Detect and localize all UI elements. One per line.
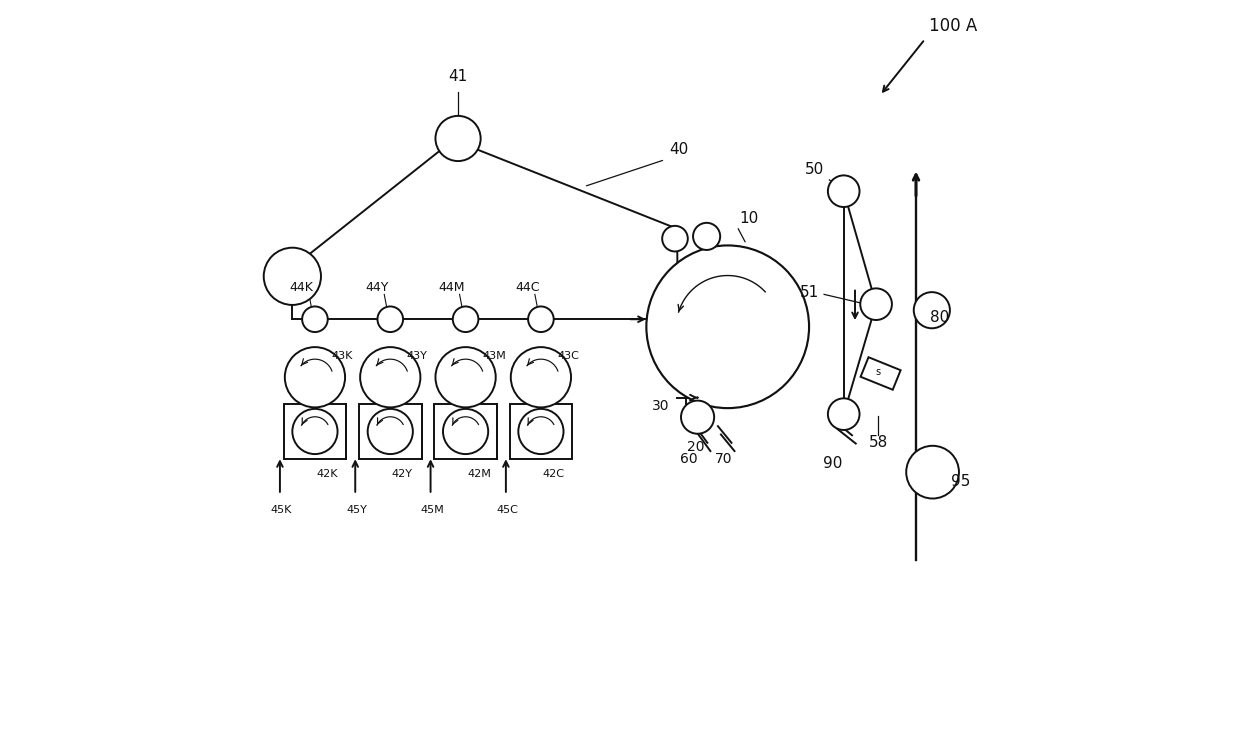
Text: 43C: 43C xyxy=(558,351,579,361)
Text: 45M: 45M xyxy=(420,505,444,516)
Circle shape xyxy=(453,306,479,332)
Text: 41: 41 xyxy=(449,70,467,84)
Circle shape xyxy=(528,306,554,332)
Text: 45Y: 45Y xyxy=(346,505,367,516)
Text: 43M: 43M xyxy=(482,351,506,361)
Text: 40: 40 xyxy=(668,142,688,157)
Circle shape xyxy=(293,409,337,454)
Circle shape xyxy=(285,347,345,407)
Circle shape xyxy=(264,248,321,305)
Polygon shape xyxy=(861,358,900,390)
Text: 51: 51 xyxy=(800,284,820,299)
Circle shape xyxy=(828,398,859,430)
Circle shape xyxy=(646,246,808,408)
Text: 42C: 42C xyxy=(542,469,564,479)
Circle shape xyxy=(665,308,686,330)
Text: 44Y: 44Y xyxy=(365,280,388,293)
Circle shape xyxy=(906,446,959,498)
Bar xyxy=(360,404,422,459)
Circle shape xyxy=(377,306,403,332)
Text: 50: 50 xyxy=(805,162,825,177)
Bar xyxy=(284,404,346,459)
Text: 45K: 45K xyxy=(270,505,293,516)
Text: 100 A: 100 A xyxy=(929,17,977,36)
Bar xyxy=(434,404,497,459)
Circle shape xyxy=(368,409,413,454)
Text: 60: 60 xyxy=(680,451,697,466)
Text: 95: 95 xyxy=(951,475,971,489)
Text: 43K: 43K xyxy=(331,351,353,361)
Text: 45C: 45C xyxy=(496,505,518,516)
Text: 30: 30 xyxy=(652,399,670,413)
Circle shape xyxy=(518,409,563,454)
Text: 42M: 42M xyxy=(467,469,491,479)
Text: 43Y: 43Y xyxy=(407,351,428,361)
Circle shape xyxy=(360,347,420,407)
Text: 44C: 44C xyxy=(515,280,539,293)
Circle shape xyxy=(693,223,720,250)
Circle shape xyxy=(443,409,489,454)
Bar xyxy=(510,404,572,459)
Text: 20: 20 xyxy=(687,440,704,454)
Circle shape xyxy=(511,347,572,407)
Circle shape xyxy=(828,175,859,207)
Text: 10: 10 xyxy=(739,211,758,226)
Text: 80: 80 xyxy=(930,310,950,325)
Circle shape xyxy=(662,226,688,252)
Text: 42K: 42K xyxy=(316,469,339,479)
Text: 58: 58 xyxy=(869,435,888,450)
Text: 42Y: 42Y xyxy=(392,469,413,479)
Circle shape xyxy=(435,347,496,407)
Text: 44K: 44K xyxy=(289,280,314,293)
Circle shape xyxy=(861,288,892,320)
Circle shape xyxy=(303,306,327,332)
Text: s: s xyxy=(875,367,880,377)
Circle shape xyxy=(435,116,481,161)
Text: 70: 70 xyxy=(715,451,733,466)
Circle shape xyxy=(914,292,950,328)
Circle shape xyxy=(681,401,714,434)
Text: 44M: 44M xyxy=(439,280,465,293)
Text: 90: 90 xyxy=(823,456,843,471)
